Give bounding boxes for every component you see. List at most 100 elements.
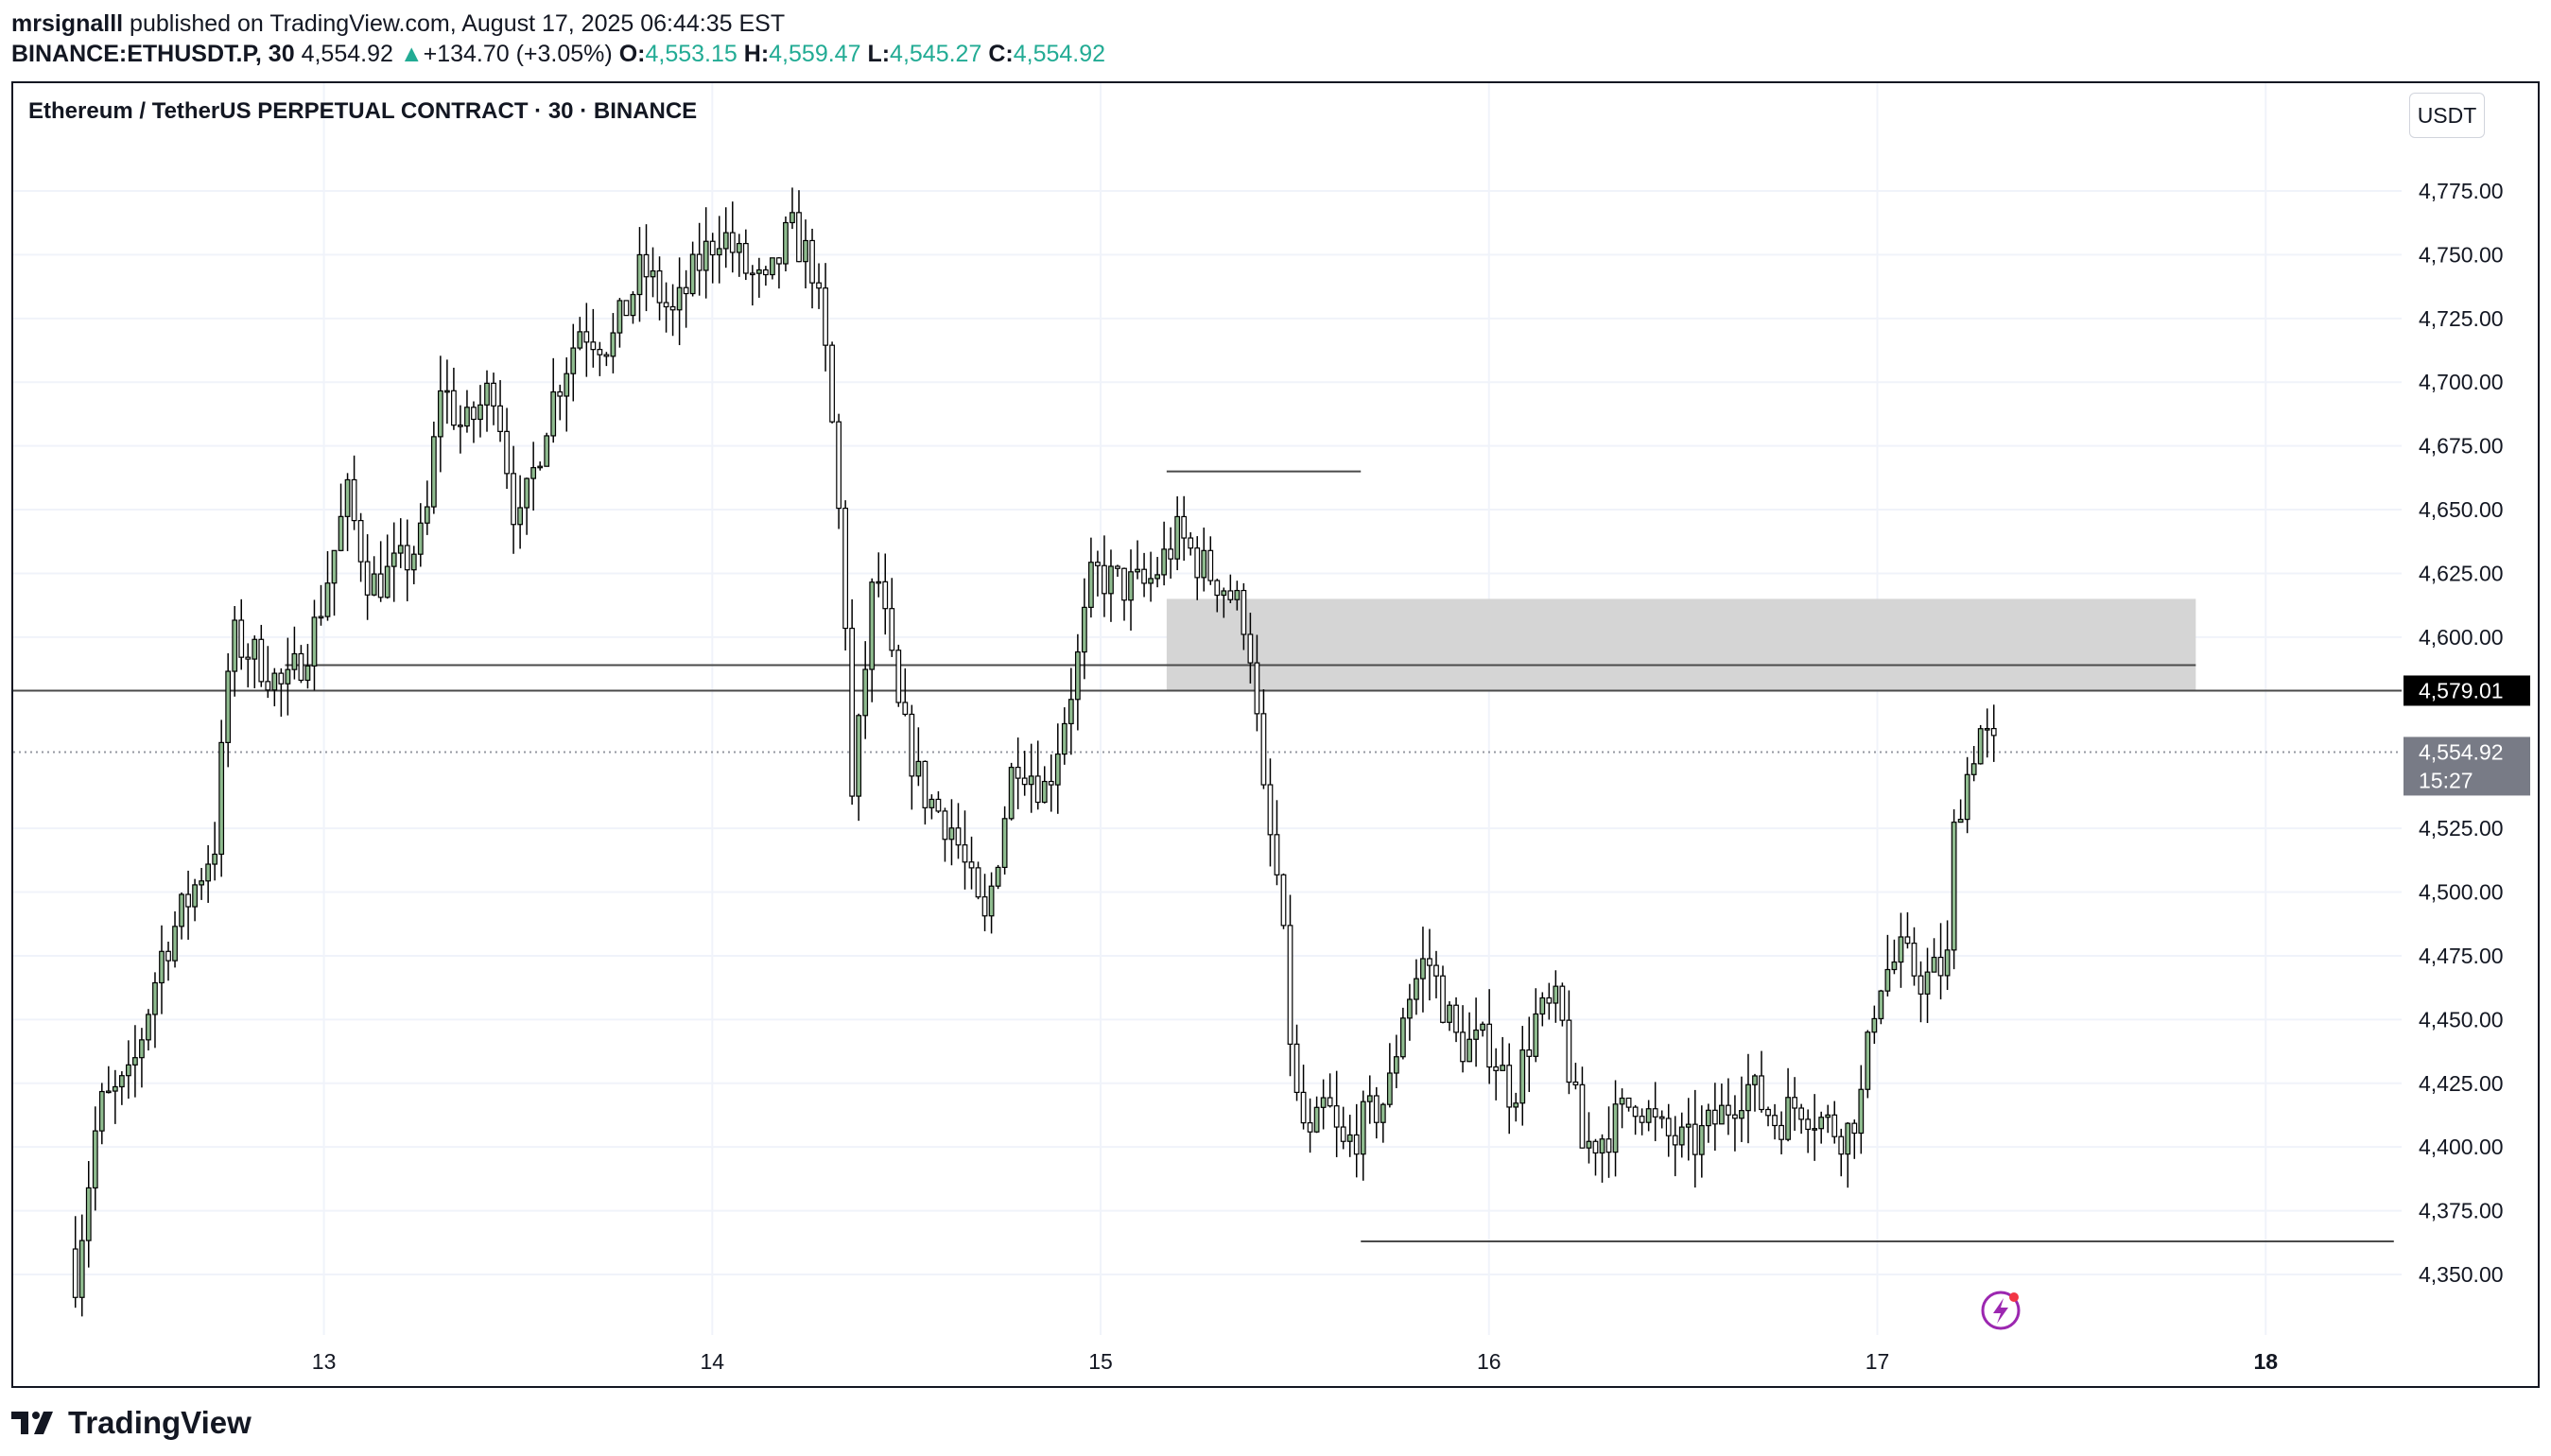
candle xyxy=(205,863,212,882)
currency-button[interactable]: USDT xyxy=(2409,93,2485,138)
candle xyxy=(1732,1114,1738,1119)
candle xyxy=(709,240,716,256)
candle xyxy=(1254,662,1260,715)
candle xyxy=(1931,956,1937,973)
candle xyxy=(304,665,311,682)
candle xyxy=(1313,1106,1320,1133)
candle xyxy=(1135,568,1140,573)
candle xyxy=(636,253,643,296)
candle xyxy=(1951,822,1957,951)
candle xyxy=(152,981,158,1015)
candle xyxy=(550,390,557,437)
candle xyxy=(1772,1115,1778,1127)
candle xyxy=(676,286,683,311)
candle xyxy=(72,1248,78,1298)
candle xyxy=(1506,1065,1513,1108)
candle xyxy=(1154,574,1160,580)
candle xyxy=(1792,1097,1797,1109)
candle xyxy=(318,615,324,619)
candle xyxy=(1320,1097,1327,1108)
candle xyxy=(995,866,1001,887)
candle xyxy=(265,681,271,691)
candle xyxy=(1818,1117,1825,1130)
candle xyxy=(1207,549,1214,581)
x-tick-label: 18 xyxy=(2253,1349,2278,1374)
candle xyxy=(823,287,828,346)
candle xyxy=(577,331,583,349)
candle xyxy=(1825,1114,1831,1118)
candle xyxy=(1765,1108,1771,1117)
candle xyxy=(696,253,703,271)
y-tick-label: 4,375.00 xyxy=(2419,1199,2504,1223)
candle xyxy=(364,561,371,596)
candle xyxy=(1665,1118,1672,1136)
candle xyxy=(909,713,915,777)
candle xyxy=(165,950,171,962)
chart-frame[interactable] xyxy=(11,81,2540,1388)
candle xyxy=(1260,713,1267,786)
candle xyxy=(1944,949,1951,977)
candle xyxy=(1074,650,1081,701)
candle xyxy=(517,507,523,526)
candle xyxy=(1346,1134,1353,1142)
candle xyxy=(410,553,417,571)
candle xyxy=(1812,1128,1818,1131)
candle xyxy=(1911,943,1918,977)
candle xyxy=(1015,767,1021,779)
candle xyxy=(1466,1038,1472,1063)
candle xyxy=(1380,1103,1386,1123)
candle xyxy=(1095,562,1101,566)
candle xyxy=(1805,1118,1812,1131)
candle xyxy=(1300,1091,1307,1124)
candle xyxy=(172,926,178,962)
candle xyxy=(1048,780,1054,786)
candle xyxy=(755,269,762,274)
lightning-icon[interactable] xyxy=(1981,1291,2021,1330)
candle xyxy=(1612,1103,1619,1153)
candle xyxy=(504,430,510,475)
candle xyxy=(1447,1004,1452,1023)
candle xyxy=(1227,590,1234,600)
y-tick-label: 4,750.00 xyxy=(2419,242,2504,267)
candle xyxy=(630,293,636,317)
x-tick-label: 15 xyxy=(1088,1349,1113,1374)
y-tick-label: 4,675.00 xyxy=(2419,434,2504,459)
x-tick-label: 13 xyxy=(312,1349,337,1374)
candle xyxy=(1605,1138,1612,1153)
candle xyxy=(1293,1043,1300,1094)
candle xyxy=(1838,1135,1845,1155)
candle xyxy=(1533,1013,1539,1057)
candle xyxy=(842,507,849,630)
candle xyxy=(1658,1116,1665,1119)
candle xyxy=(458,425,463,427)
candle xyxy=(669,305,676,311)
candle xyxy=(736,242,742,253)
candle xyxy=(1851,1122,1858,1135)
candle xyxy=(78,1239,85,1298)
candle xyxy=(689,253,696,295)
candle xyxy=(351,478,357,522)
candle xyxy=(729,232,736,253)
x-tick-label: 17 xyxy=(1866,1349,1890,1374)
candle xyxy=(1752,1075,1758,1085)
candle xyxy=(809,239,815,284)
candle xyxy=(390,552,397,567)
candle xyxy=(742,242,749,274)
candle xyxy=(1386,1072,1393,1105)
candle xyxy=(829,344,835,423)
candle xyxy=(1858,1088,1865,1135)
candle xyxy=(1366,1095,1373,1102)
candle xyxy=(430,436,437,508)
candle xyxy=(1241,589,1247,635)
candle xyxy=(1067,699,1074,725)
tradingview-logo[interactable]: TradingView xyxy=(11,1405,252,1441)
candle xyxy=(1141,568,1147,584)
candle xyxy=(245,656,252,660)
candle xyxy=(278,672,285,685)
candle xyxy=(1194,547,1201,579)
candle xyxy=(1586,1140,1592,1149)
candle xyxy=(1480,1023,1486,1031)
candle xyxy=(1393,1056,1399,1074)
candle xyxy=(1685,1123,1692,1128)
